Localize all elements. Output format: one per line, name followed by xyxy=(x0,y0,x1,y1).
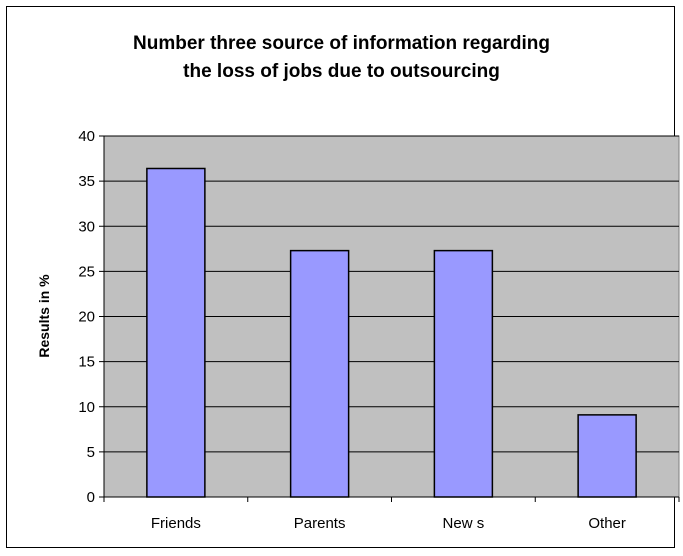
y-tick-label: 25 xyxy=(78,263,95,280)
chart-title: Number three source of information regar… xyxy=(0,30,683,86)
y-tick-label: 5 xyxy=(87,444,95,461)
y-tick-label: 15 xyxy=(78,354,95,371)
y-tick-label: 35 xyxy=(78,173,95,190)
y-tick-label: 40 xyxy=(78,128,95,145)
chart-title-line-2: the loss of jobs due to outsourcing xyxy=(183,61,500,82)
x-tick-label: New s xyxy=(443,515,485,532)
y-tick-label: 20 xyxy=(78,309,95,326)
x-tick-label: Friends xyxy=(151,515,201,532)
bar-friends xyxy=(146,167,206,498)
chart-title-line-1: Number three source of information regar… xyxy=(133,33,550,54)
y-tick-label: 0 xyxy=(87,489,95,506)
y-tick-label: 10 xyxy=(78,399,95,416)
bar-other xyxy=(577,414,637,498)
y-tick-label: 30 xyxy=(78,218,95,235)
bar-parents xyxy=(289,249,350,498)
x-tick-label: Other xyxy=(588,515,626,532)
x-tick-label: Parents xyxy=(294,515,346,532)
bar-new-s xyxy=(433,249,494,498)
